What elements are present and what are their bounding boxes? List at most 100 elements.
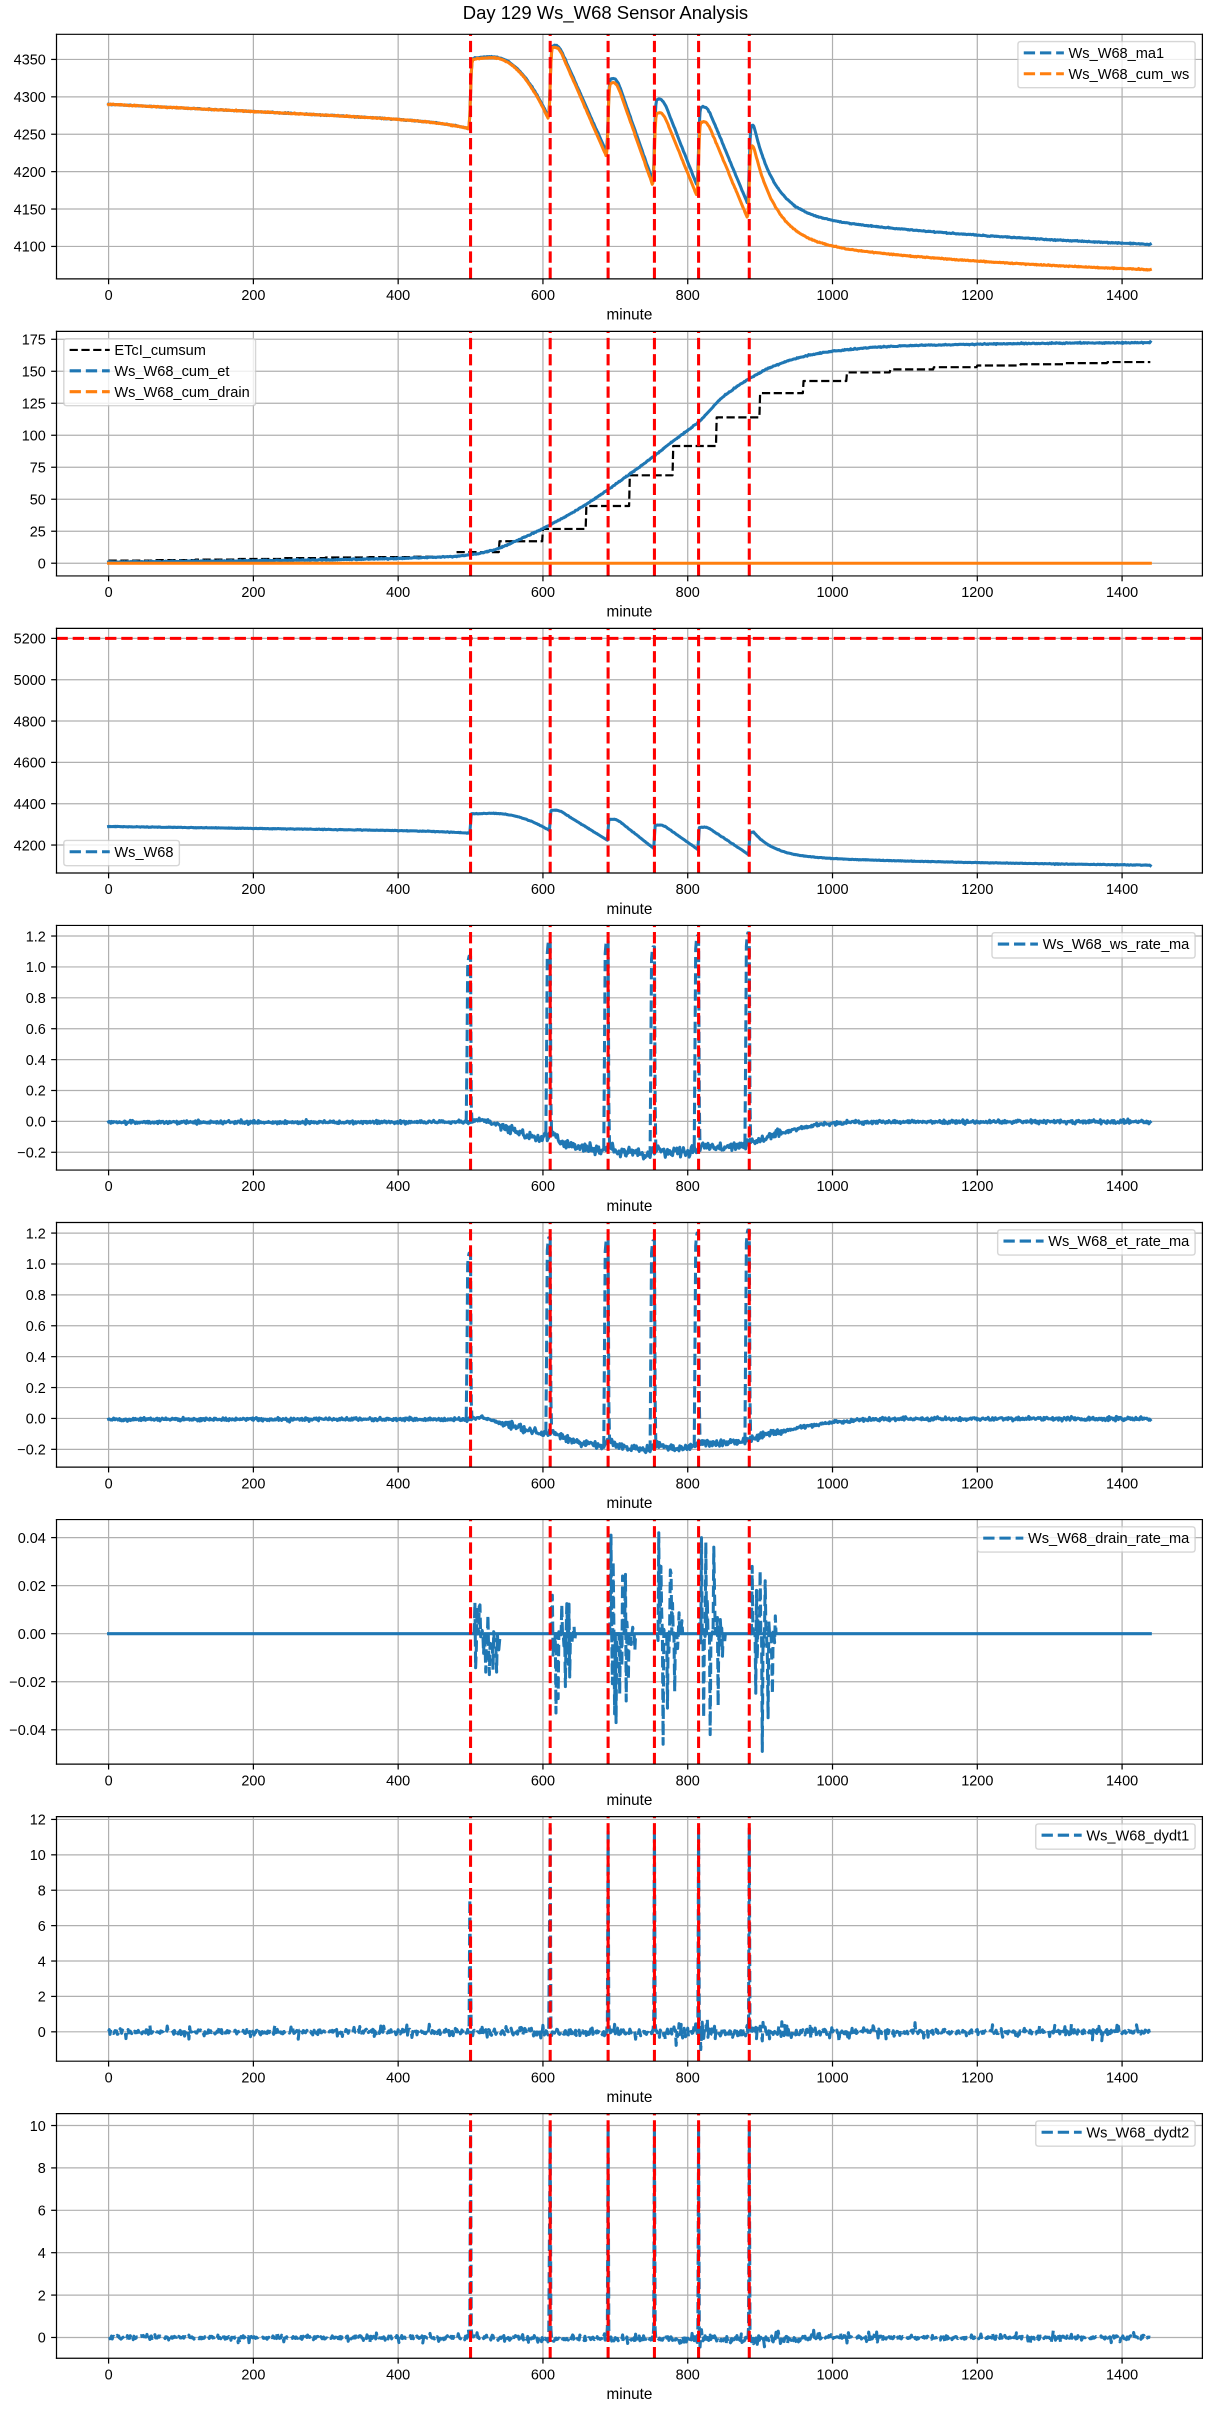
svg-text:1200: 1200 [961,1179,993,1195]
svg-text:200: 200 [241,1476,265,1492]
svg-text:1200: 1200 [961,1773,993,1789]
svg-text:1200: 1200 [961,1476,993,1492]
svg-text:4200: 4200 [14,165,46,181]
svg-text:0: 0 [38,2025,46,2041]
svg-text:25: 25 [30,524,46,540]
svg-text:minute: minute [607,1198,653,1215]
svg-text:1000: 1000 [816,1476,848,1492]
svg-text:600: 600 [531,2070,555,2086]
svg-text:600: 600 [531,585,555,601]
svg-text:0.00: 0.00 [18,1627,46,1643]
svg-text:4800: 4800 [14,714,46,730]
svg-text:4350: 4350 [14,53,46,69]
svg-text:600: 600 [531,288,555,304]
svg-text:1400: 1400 [1106,2070,1138,2086]
svg-text:2: 2 [38,2288,46,2304]
svg-text:Ws_W68_cum_et: Ws_W68_cum_et [114,364,229,380]
svg-text:5000: 5000 [14,673,46,689]
svg-text:600: 600 [531,1179,555,1195]
svg-text:175: 175 [22,333,46,349]
svg-text:0: 0 [105,882,113,898]
svg-text:600: 600 [531,882,555,898]
svg-text:1400: 1400 [1106,1773,1138,1789]
svg-text:4150: 4150 [14,202,46,218]
svg-text:−0.04: −0.04 [9,1723,46,1739]
svg-text:800: 800 [676,882,700,898]
svg-text:4600: 4600 [14,756,46,772]
svg-text:800: 800 [676,2070,700,2086]
svg-text:minute: minute [607,307,653,324]
svg-text:0: 0 [105,1773,113,1789]
svg-text:1400: 1400 [1106,882,1138,898]
svg-text:Ws_W68: Ws_W68 [114,845,173,861]
svg-text:200: 200 [241,585,265,601]
svg-text:1.0: 1.0 [26,1257,46,1273]
svg-text:100: 100 [22,428,46,444]
svg-text:0.0: 0.0 [26,1412,46,1428]
svg-text:800: 800 [676,288,700,304]
svg-text:0.6: 0.6 [26,1319,46,1335]
svg-text:1000: 1000 [816,882,848,898]
svg-text:0: 0 [105,585,113,601]
svg-text:0: 0 [105,1179,113,1195]
svg-text:400: 400 [386,1773,410,1789]
svg-text:Ws_W68_dydt2: Ws_W68_dydt2 [1086,2125,1189,2141]
svg-text:Ws_W68_cum_ws: Ws_W68_cum_ws [1069,67,1190,83]
svg-text:125: 125 [22,396,46,412]
svg-text:4100: 4100 [14,240,46,256]
svg-text:1200: 1200 [961,288,993,304]
svg-text:1000: 1000 [816,585,848,601]
svg-text:800: 800 [676,1773,700,1789]
svg-text:minute: minute [607,604,653,621]
svg-text:0: 0 [105,2070,113,2086]
svg-text:8: 8 [38,2161,46,2177]
svg-text:12: 12 [30,1813,46,1829]
svg-text:75: 75 [30,460,46,476]
svg-text:minute: minute [607,901,653,918]
svg-text:0: 0 [105,1476,113,1492]
svg-text:1000: 1000 [816,2070,848,2086]
svg-text:0: 0 [38,2331,46,2347]
svg-text:400: 400 [386,288,410,304]
svg-text:1400: 1400 [1106,1179,1138,1195]
svg-text:1200: 1200 [961,2367,993,2383]
svg-text:400: 400 [386,2070,410,2086]
svg-text:800: 800 [676,1476,700,1492]
svg-text:4300: 4300 [14,90,46,106]
svg-text:4400: 4400 [14,797,46,813]
svg-text:0.4: 0.4 [26,1350,46,1366]
svg-text:1200: 1200 [961,585,993,601]
svg-text:Ws_W68_ma1: Ws_W68_ma1 [1069,46,1165,62]
svg-text:Ws_W68_drain_rate_ma: Ws_W68_drain_rate_ma [1028,1531,1190,1547]
svg-text:0: 0 [105,2367,113,2383]
svg-text:1400: 1400 [1106,585,1138,601]
svg-text:0.8: 0.8 [26,991,46,1007]
svg-text:50: 50 [30,492,46,508]
svg-text:Ws_W68_et_rate_ma: Ws_W68_et_rate_ma [1048,1234,1190,1250]
svg-text:1400: 1400 [1106,1476,1138,1492]
svg-text:6: 6 [38,1919,46,1935]
svg-text:0: 0 [105,288,113,304]
svg-text:minute: minute [607,1792,653,1809]
svg-text:4250: 4250 [14,127,46,143]
svg-text:0.02: 0.02 [18,1579,46,1595]
svg-text:200: 200 [241,288,265,304]
svg-text:400: 400 [386,1476,410,1492]
svg-text:600: 600 [531,1476,555,1492]
svg-text:−0.2: −0.2 [17,1146,46,1162]
svg-text:1400: 1400 [1106,2367,1138,2383]
svg-text:600: 600 [531,1773,555,1789]
svg-text:Day 129 Ws_W68 Sensor Analysis: Day 129 Ws_W68 Sensor Analysis [463,2,748,24]
svg-text:400: 400 [386,2367,410,2383]
svg-text:1000: 1000 [816,1773,848,1789]
svg-text:10: 10 [30,2119,46,2135]
svg-text:200: 200 [241,882,265,898]
svg-text:0.2: 0.2 [26,1084,46,1100]
svg-text:1400: 1400 [1106,288,1138,304]
svg-text:4: 4 [38,2246,46,2262]
svg-text:minute: minute [607,2386,653,2403]
svg-text:1200: 1200 [961,882,993,898]
svg-text:ETcI_cumsum: ETcI_cumsum [114,343,206,359]
svg-text:0: 0 [38,556,46,572]
svg-text:10: 10 [30,1848,46,1864]
